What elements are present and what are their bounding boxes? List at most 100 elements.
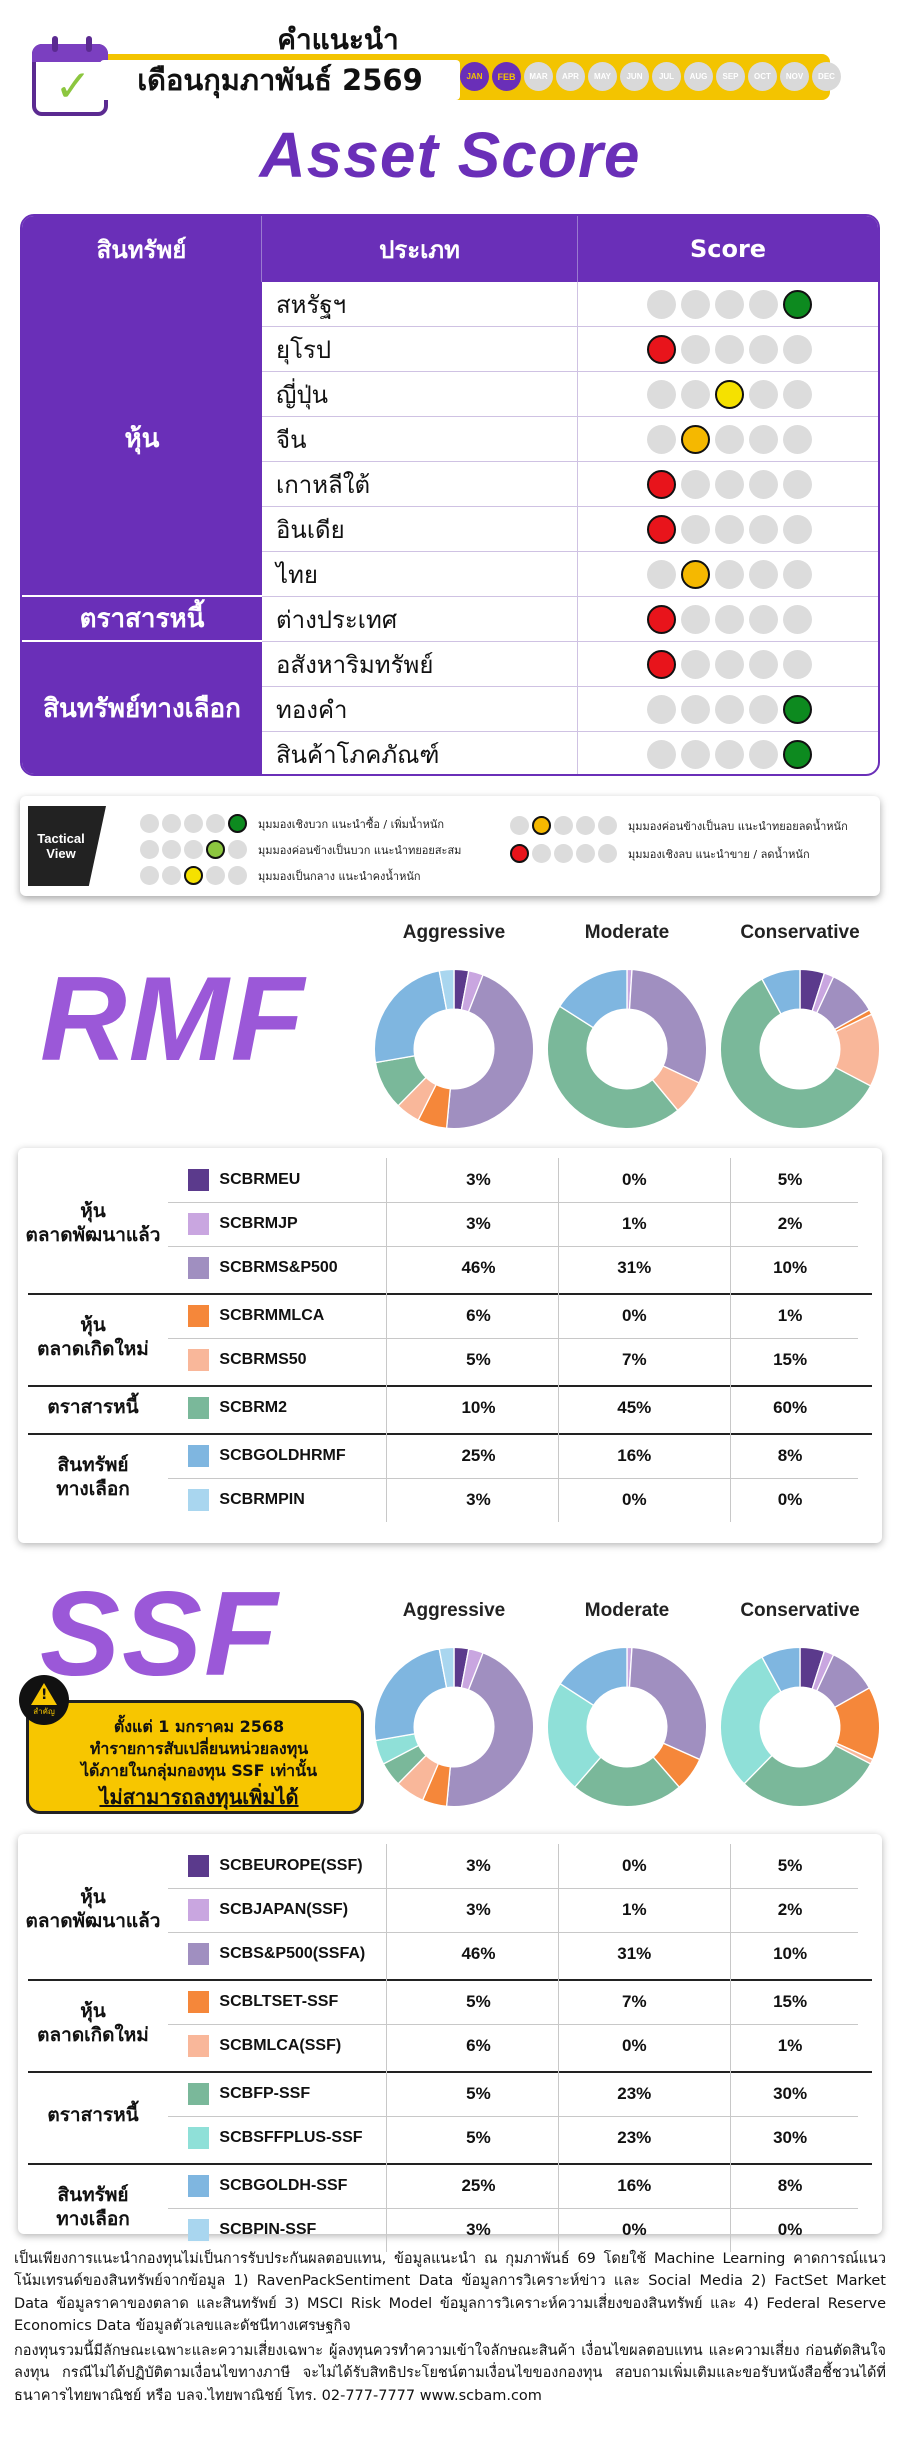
- profile-label-aggressive: Aggressive: [402, 1600, 506, 1621]
- month-selector: JAN FEB MAR APR MAY JUN JUL AUG SEP OCT NOV DEC: [460, 62, 841, 91]
- allocation-moderate: 0%: [621, 2036, 647, 2055]
- allocation-moderate: 7%: [621, 1350, 647, 1369]
- column-divider: [558, 1158, 559, 1522]
- score-dot: [748, 604, 778, 634]
- month-jul[interactable]: JUL: [652, 62, 681, 91]
- tactical-legend-text: มุมมองค่อนข้างเป็นบวก แนะนำทยอยสะสม: [258, 843, 462, 857]
- score-dot: [532, 844, 551, 863]
- score-dot: [714, 694, 744, 724]
- score-dot: [748, 469, 778, 499]
- asset-type-label: จีน: [262, 417, 578, 461]
- tactical-view-legend: Tactical View มุมมองเชิงบวก แนะนำซื้อ / …: [20, 796, 880, 896]
- score-dot: [680, 649, 710, 679]
- score-dot: [680, 379, 710, 409]
- allocation-moderate: 1%: [621, 1900, 647, 1919]
- rmf-group-label: ตราสารหนี้: [47, 1396, 139, 1419]
- allocation-aggressive: 3%: [466, 1856, 491, 1875]
- donut-slice-scbfp-ssf: [573, 1756, 681, 1808]
- asset-score-indicator: [578, 462, 878, 506]
- month-oct[interactable]: OCT: [748, 62, 777, 91]
- score-dot: [646, 334, 676, 364]
- row-divider: [168, 1338, 858, 1339]
- month-nov[interactable]: NOV: [780, 62, 809, 91]
- score-dot: [140, 866, 159, 885]
- score-dot: [598, 844, 617, 863]
- score-dot: [510, 844, 529, 863]
- score-dot: [714, 424, 744, 454]
- asset-score-indicator: [578, 372, 878, 416]
- month-dec[interactable]: DEC: [812, 62, 841, 91]
- month-apr[interactable]: APR: [556, 62, 585, 91]
- tactical-legend-item: มุมมองเชิงลบ แนะนำขาย / ลดน้ำหนัก: [510, 844, 810, 863]
- allocation-aggressive: 46%: [461, 1258, 496, 1277]
- tactical-legend-item: มุมมองค่อนข้างเป็นบวก แนะนำทยอยสะสม: [140, 840, 461, 859]
- allocation-conservative: 30%: [773, 2128, 808, 2147]
- fund-color-swatch: [188, 1213, 210, 1235]
- asset-score-indicator: [578, 687, 878, 731]
- ssf-fund-row: SCBSFFPLUS-SSF 5% 23% 30%: [168, 2116, 868, 2160]
- month-jun[interactable]: JUN: [620, 62, 649, 91]
- month-jan[interactable]: JAN: [460, 62, 489, 91]
- allocation-conservative: 0%: [777, 1490, 803, 1509]
- asset-score-row: เกาหลีใต้: [262, 462, 878, 507]
- column-header-asset: สินทรัพย์: [22, 216, 262, 282]
- donut-slice-scbs&p500(ssfa): [628, 1646, 708, 1761]
- score-dot: [646, 289, 676, 319]
- month-may[interactable]: MAY: [588, 62, 617, 91]
- fund-color-swatch: [188, 1445, 210, 1467]
- month-sep[interactable]: SEP: [716, 62, 745, 91]
- allocation-conservative: 8%: [777, 2176, 803, 2195]
- disclaimer-paragraph-1: เป็นเพียงการแนะนำกองทุนไม่เป็นการรับประก…: [14, 2251, 886, 2335]
- score-dot: [680, 604, 710, 634]
- fund-code: SCBRMJP: [219, 1215, 298, 1232]
- fund-code: SCBMLCA(SSF): [219, 2037, 342, 2054]
- header: ✓ คำแนะนำ เดือนกุมภาพันธ์ 2569 JAN FEB MAR…: [18, 14, 882, 116]
- group-separator: [28, 1293, 872, 1295]
- column-divider: [386, 1844, 387, 2252]
- score-dot: [646, 740, 676, 769]
- allocation-conservative: 2%: [777, 1900, 803, 1919]
- notice-line-3: ได้ภายในกลุ่มกองทุน SSF เท่านั้น: [81, 1761, 317, 1780]
- allocation-moderate: 23%: [617, 2128, 652, 2147]
- asset-score-row: อินเดีย: [262, 507, 878, 552]
- score-dot: [184, 866, 203, 885]
- score-dot: [554, 844, 573, 863]
- notice-line-4: ไม่สามารถลงทุนเพิ่มได้: [99, 1785, 299, 1809]
- group-separator: [28, 1433, 872, 1435]
- asset-score-row: สินค้าโภคภัณฑ์: [262, 732, 878, 774]
- allocation-moderate: 31%: [617, 1258, 652, 1277]
- asset-type-label: อินเดีย: [262, 507, 578, 551]
- rmf-fund-row: SCBRMMLCA 6% 0% 1%: [168, 1294, 868, 1338]
- asset-score-row: ญี่ปุ่น: [262, 372, 878, 417]
- allocation-aggressive: 25%: [461, 1446, 496, 1465]
- allocation-conservative: 60%: [773, 1398, 808, 1417]
- allocation-conservative: 8%: [777, 1446, 803, 1465]
- score-dot: [748, 424, 778, 454]
- asset-score-indicator: [578, 642, 878, 686]
- score-dot: [748, 559, 778, 589]
- month-feb[interactable]: FEB: [492, 62, 521, 91]
- score-dot: [714, 559, 744, 589]
- asset-score-row: จีน: [262, 417, 878, 462]
- ssf-fund-row: SCBJAPAN(SSF) 3% 1% 2%: [168, 1888, 868, 1932]
- month-mar[interactable]: MAR: [524, 62, 553, 91]
- score-dot: [714, 649, 744, 679]
- score-dot: [646, 694, 676, 724]
- ssf-donut-conservative: [719, 1646, 881, 1808]
- allocation-conservative: 10%: [773, 1258, 808, 1277]
- row-divider: [168, 1932, 858, 1933]
- score-dot: [714, 379, 744, 409]
- score-dot: [576, 816, 595, 835]
- score-dot: [748, 649, 778, 679]
- score-dot: [162, 840, 181, 859]
- month-aug[interactable]: AUG: [684, 62, 713, 91]
- asset-score-indicator: [578, 507, 878, 551]
- fund-color-swatch: [188, 1489, 210, 1511]
- tactical-legend-text: มุมมองเชิงลบ แนะนำขาย / ลดน้ำหนัก: [628, 847, 810, 861]
- allocation-moderate: 1%: [621, 1214, 647, 1233]
- allocation-conservative: 1%: [777, 2036, 803, 2055]
- allocation-moderate: 45%: [617, 1398, 652, 1417]
- donut-slice-scbrm2: [546, 1005, 679, 1130]
- allocation-moderate: 16%: [617, 1446, 652, 1465]
- tactical-legend-text: มุมมองค่อนข้างเป็นลบ แนะนำทยอยลดน้ำหนัก: [628, 819, 848, 833]
